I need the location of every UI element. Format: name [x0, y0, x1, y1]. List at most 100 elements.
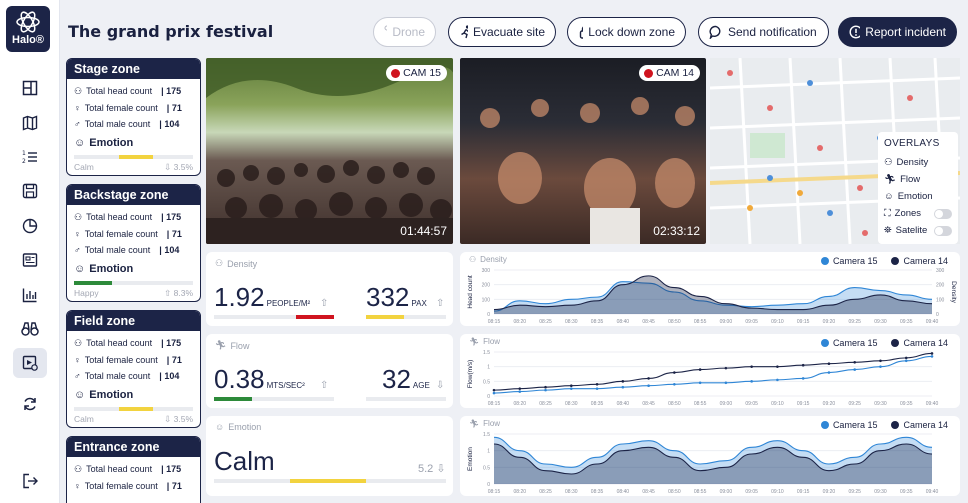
y-axis-label: Flow(m/s)	[467, 360, 474, 389]
series-line-camera-15	[493, 355, 933, 394]
y-tick-label: 0	[487, 394, 490, 400]
lock-down-zone-button[interactable]: Lock down zone	[567, 17, 686, 47]
bar-chart-icon[interactable]	[13, 280, 47, 310]
x-tick-label: 08:35	[591, 319, 604, 325]
report-incident-button[interactable]: Report incident	[838, 17, 957, 47]
pie-chart-icon[interactable]	[13, 211, 47, 241]
female-icon: ♀	[74, 228, 81, 239]
x-tick-label: 09:10	[771, 401, 784, 407]
x-tick-label: 08:20	[514, 319, 527, 325]
zone-card-backstage[interactable]: Backstage zone ⚇ Total head count | 175 ♀ T…	[66, 184, 201, 302]
data-point-camera-14	[853, 360, 857, 364]
y-tick-label: 200	[482, 283, 491, 289]
logout-icon[interactable]	[13, 466, 47, 496]
overlay-satelite[interactable]: ⛯ Satelite	[884, 222, 952, 239]
y-tick-label: 0	[487, 482, 490, 488]
panel-label: ☺ Emotion	[215, 422, 262, 432]
x-tick-label: 09:35	[900, 489, 913, 495]
x-tick-label: 08:40	[617, 489, 630, 495]
pax-value: 332 PAX	[366, 282, 427, 312]
series-line-camera-14	[493, 275, 933, 311]
density-metric-panel: ⚇ Density 1.92 PEOPLE/M² ⇧ 332 PAX ⇧	[206, 252, 453, 326]
data-point-camera-15	[595, 387, 599, 390]
chart-legend: Camera 15 Camera 14	[820, 338, 948, 348]
zone-card-field[interactable]: Field zone ⚇ Total head count | 175 ♀ Total…	[66, 310, 201, 428]
refresh-icon[interactable]	[13, 389, 47, 419]
emotion-bar	[74, 154, 193, 159]
x-tick-label: 09:35	[900, 319, 913, 325]
emotion-bar	[74, 280, 193, 285]
x-tick-label: 09:15	[797, 319, 810, 325]
age-value: 32 AGE	[382, 364, 430, 394]
smiley-icon: ☺	[884, 191, 894, 202]
legend-camera-14: Camera 14	[891, 338, 948, 348]
x-tick-label: 08:30	[565, 319, 578, 325]
send-notification-button[interactable]: Send notification	[698, 17, 829, 47]
x-tick-label: 08:55	[694, 489, 707, 495]
series-line-camera-14	[493, 443, 933, 475]
zones-toggle[interactable]	[934, 208, 952, 219]
people-icon: ⚇	[74, 85, 83, 96]
x-tick-label: 09:05	[745, 319, 758, 325]
data-point-camera-15	[750, 380, 753, 383]
male-icon: ♂	[74, 119, 81, 130]
camera-feed-15[interactable]: CAM 15 01:44:57	[206, 58, 453, 244]
y-tick-label: 1	[487, 365, 490, 371]
save-icon[interactable]	[13, 176, 47, 206]
newspaper-icon[interactable]	[13, 245, 47, 275]
zone-male-count: ♂ Total male count | 104	[74, 371, 180, 382]
up-arrow-icon: ⇧	[320, 380, 329, 391]
y-tick-label: 1	[487, 449, 490, 455]
flow-chart-panel: 1.5 1 0.5 0 08:15 08:20 08:25 08:30 08:35 08:40 08…	[460, 334, 960, 408]
map-icon[interactable]	[13, 108, 47, 138]
y-axis-label-right: Density	[950, 281, 957, 303]
drone-button[interactable]: Drone	[373, 17, 436, 47]
emotion-score: 5.2 ⇩	[418, 463, 446, 475]
people-icon: ⚇	[884, 157, 893, 168]
satelite-toggle[interactable]	[934, 225, 952, 236]
overlay-zones[interactable]: ⛶ Zones	[884, 205, 952, 222]
data-point-camera-15	[544, 388, 547, 392]
zone-female-count: ♀ Total female count | 71	[74, 354, 182, 365]
overlay-density[interactable]: ⚇ Density	[884, 157, 929, 168]
zone-card-entrance[interactable]: Entrance zone ⚇ Total head count | 175 ♀ To…	[66, 436, 201, 503]
x-tick-label: 08:45	[642, 401, 655, 407]
layout-icon[interactable]	[13, 73, 47, 103]
emotion-metric-panel: ☺ Emotion Calm 5.2 ⇩	[206, 416, 453, 496]
overlay-flow[interactable]: 🏃︎ Flow	[884, 174, 921, 185]
crowd-image-15	[206, 58, 453, 244]
up-arrow-icon: ⇧	[320, 298, 329, 309]
send-notification-label: Send notification	[728, 25, 817, 39]
data-point-camera-14	[801, 363, 805, 367]
smiley-icon: ☺	[74, 388, 86, 401]
zone-emotion-pct: ⇩ 3.5%	[164, 161, 193, 172]
x-tick-label: 09:40	[926, 319, 939, 325]
emotion-chart-panel: 1.5 1 0.5 0 08:15 08:20 08:25 08:30 08:35 08:40 08…	[460, 416, 960, 496]
people-icon: ⚇	[74, 211, 83, 222]
x-tick-label: 08:30	[565, 489, 578, 495]
density-bar	[214, 315, 334, 319]
site-map[interactable]: OVERLAYS ⚇ Density 🏃︎ Flow ☺ Emotion ⛶ Zones…	[710, 58, 960, 244]
evacuate-site-button[interactable]: Evacuate site	[448, 17, 556, 47]
data-point-camera-15	[853, 368, 857, 371]
zone-card-stage[interactable]: Stage zone ⚇ Total head count | 175 ♀ Total…	[66, 58, 201, 176]
x-tick-label: 09:40	[926, 401, 939, 407]
x-tick-label: 09:30	[874, 489, 887, 495]
zone-female-count: ♀ Total female count | 71	[74, 228, 182, 239]
people-icon: ⚇	[74, 337, 83, 348]
camera-settings-icon[interactable]	[13, 348, 47, 378]
overlay-emotion[interactable]: ☺ Emotion	[884, 191, 933, 202]
legend-camera-15: Camera 15	[820, 420, 877, 430]
zone-title: Field zone	[67, 311, 200, 331]
emotion-chart: 1.5 1 0.5 008:15 08:20 08:25 08:30 08:35 08:40 08…	[467, 432, 938, 495]
halo-logo[interactable]: Halo®	[6, 6, 50, 52]
data-point-camera-15	[801, 377, 805, 380]
data-point-camera-14	[595, 382, 599, 386]
x-tick-label: 08:35	[591, 489, 604, 495]
binoculars-icon[interactable]	[13, 314, 47, 344]
camera-feed-14[interactable]: CAM 14 02:33:12	[460, 58, 706, 244]
y-tick-label: 0.5	[483, 465, 490, 471]
x-tick-label: 08:25	[539, 489, 552, 495]
zone-head-count: ⚇ Total head count | 175	[74, 337, 182, 349]
